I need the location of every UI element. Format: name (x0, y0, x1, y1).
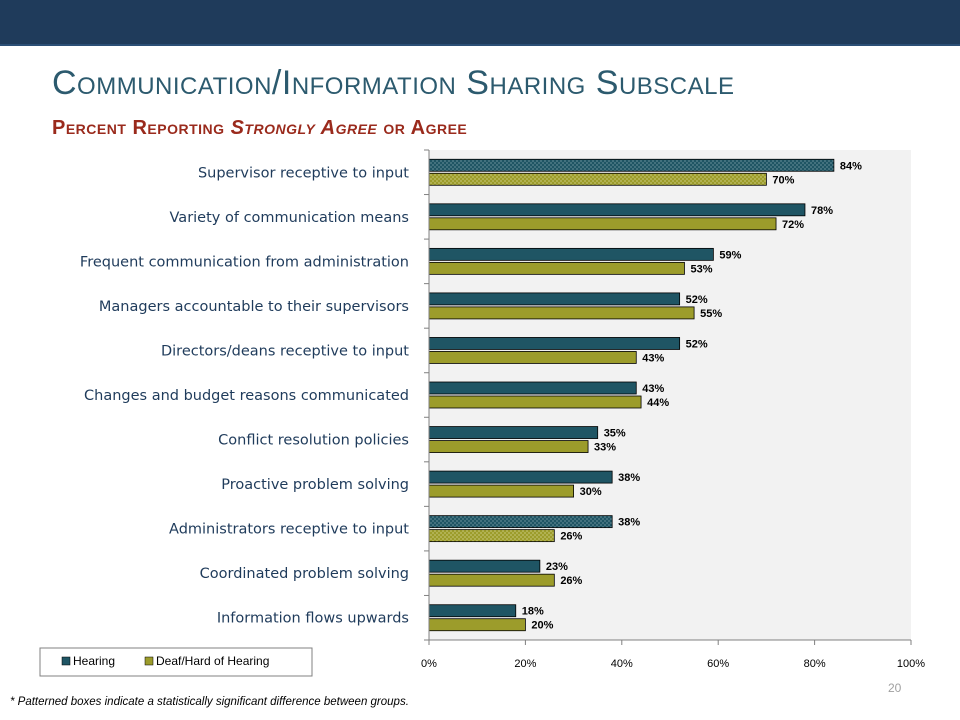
bar-hearing-changes-and-budget-reasons-communicated (428, 381, 637, 395)
bar-deaf-changes-and-budget-reasons-communicated (428, 395, 642, 409)
plot-area (429, 150, 911, 640)
data-label-deaf-information-flows-upwards: 20% (531, 620, 553, 632)
data-label-hearing-administrators-receptive-to-input: 38% (618, 517, 640, 529)
bar-deaf-directors-deans-receptive-to-input (428, 351, 637, 364)
bar-deaf-variety-of-communication-means (428, 217, 777, 231)
bar-hearing-supervisor-receptive-to-input (428, 158, 835, 172)
bar-deaf-conflict-resolution-policies (428, 440, 589, 453)
bar-deaf-frequent-communication-from-administration (428, 261, 685, 275)
category-label-frequent-communication-from-administration: Frequent communication from administrati… (80, 254, 409, 270)
data-label-deaf-supervisor-receptive-to-input: 70% (772, 174, 794, 186)
legend-box (39, 647, 313, 677)
data-label-deaf-changes-and-budget-reasons-communicated: 44% (647, 397, 669, 409)
data-label-hearing-supervisor-receptive-to-input: 84% (840, 160, 862, 172)
category-label-managers-accountable-to-their-supervisors: Managers accountable to their supervisor… (99, 299, 409, 315)
x-tick-label-60: 60% (707, 658, 729, 670)
data-label-deaf-directors-deans-receptive-to-input: 43% (642, 352, 664, 364)
data-label-deaf-proactive-problem-solving: 30% (580, 486, 602, 498)
subtitle-text-pre: Percent Reporting (52, 117, 231, 139)
footnote: * Patterned boxes indicate a statistical… (10, 696, 409, 708)
bar-deaf-proactive-problem-solving (428, 484, 575, 498)
slide-title: Communication/Information Sharing Subsca… (52, 64, 735, 102)
x-tick-label-0: 0% (421, 658, 437, 670)
data-label-hearing-proactive-problem-solving: 38% (618, 472, 640, 484)
header-band (0, 0, 960, 46)
legend: Hearing Deaf/Hard of Hearing (39, 647, 313, 677)
category-label-proactive-problem-solving: Proactive problem solving (221, 477, 409, 493)
data-label-hearing-variety-of-communication-means: 78% (811, 205, 833, 217)
data-label-hearing-managers-accountable-to-their-supervisors: 52% (686, 294, 708, 306)
category-label-administrators-receptive-to-input: Administrators receptive to input (169, 522, 409, 538)
bar-hearing-proactive-problem-solving (428, 470, 613, 484)
data-label-hearing-directors-deans-receptive-to-input: 52% (686, 338, 708, 350)
x-tick-label-100: 100% (897, 658, 925, 670)
bar-hearing-administrators-receptive-to-input (428, 515, 613, 529)
data-label-deaf-conflict-resolution-policies: 33% (594, 442, 616, 454)
page-number: 20 (888, 681, 902, 695)
bar-deaf-supervisor-receptive-to-input (428, 172, 767, 186)
data-label-deaf-variety-of-communication-means: 72% (782, 219, 804, 231)
data-label-hearing-changes-and-budget-reasons-communicated: 43% (642, 383, 664, 395)
bar-hearing-information-flows-upwards (428, 604, 517, 618)
data-label-hearing-information-flows-upwards: 18% (522, 606, 544, 618)
bar-deaf-administrators-receptive-to-input (428, 529, 555, 543)
data-label-hearing-coordinated-problem-solving: 23% (546, 561, 568, 573)
data-label-deaf-managers-accountable-to-their-supervisors: 55% (700, 308, 722, 320)
slide-subtitle: Percent Reporting Strongly Agree or Agre… (52, 117, 467, 140)
bar-deaf-coordinated-problem-solving (428, 573, 555, 587)
bar-hearing-conflict-resolution-policies (428, 426, 599, 439)
bar-hearing-managers-accountable-to-their-supervisors (428, 292, 681, 306)
category-label-coordinated-problem-solving: Coordinated problem solving (200, 566, 409, 582)
subtitle-text-emphasis: Strongly Agree (230, 117, 378, 139)
subtitle-text-post: or Agree (377, 117, 468, 139)
data-label-deaf-coordinated-problem-solving: 26% (560, 575, 582, 587)
category-label-directors-deans-receptive-to-input: Directors/deans receptive to input (161, 343, 409, 359)
legend-label-hearing: Hearing (73, 654, 115, 668)
category-label-conflict-resolution-policies: Conflict resolution policies (218, 433, 409, 449)
data-label-hearing-conflict-resolution-policies: 35% (604, 428, 626, 440)
category-label-changes-and-budget-reasons-communicated: Changes and budget reasons communicated (84, 388, 409, 404)
legend-swatch-hearing (61, 656, 71, 666)
data-label-deaf-frequent-communication-from-administration: 53% (690, 263, 712, 275)
bar-hearing-coordinated-problem-solving (428, 559, 541, 573)
x-tick-label-80: 80% (804, 658, 826, 670)
x-tick-label-20: 20% (514, 658, 536, 670)
category-label-variety-of-communication-means: Variety of communication means (170, 210, 409, 226)
bar-deaf-managers-accountable-to-their-supervisors (428, 306, 695, 320)
legend-swatch-deaf (144, 656, 154, 666)
bar-hearing-frequent-communication-from-administration (428, 247, 714, 261)
data-label-deaf-administrators-receptive-to-input: 26% (560, 531, 582, 543)
x-tick-label-40: 40% (611, 658, 633, 670)
bar-hearing-directors-deans-receptive-to-input (428, 337, 681, 350)
category-label-information-flows-upwards: Information flows upwards (217, 611, 409, 627)
bar-hearing-variety-of-communication-means (428, 203, 806, 217)
bar-deaf-information-flows-upwards (428, 618, 526, 632)
data-label-hearing-frequent-communication-from-administration: 59% (719, 249, 741, 261)
legend-label-deaf: Deaf/Hard of Hearing (156, 654, 269, 668)
category-label-supervisor-receptive-to-input: Supervisor receptive to input (198, 165, 409, 181)
